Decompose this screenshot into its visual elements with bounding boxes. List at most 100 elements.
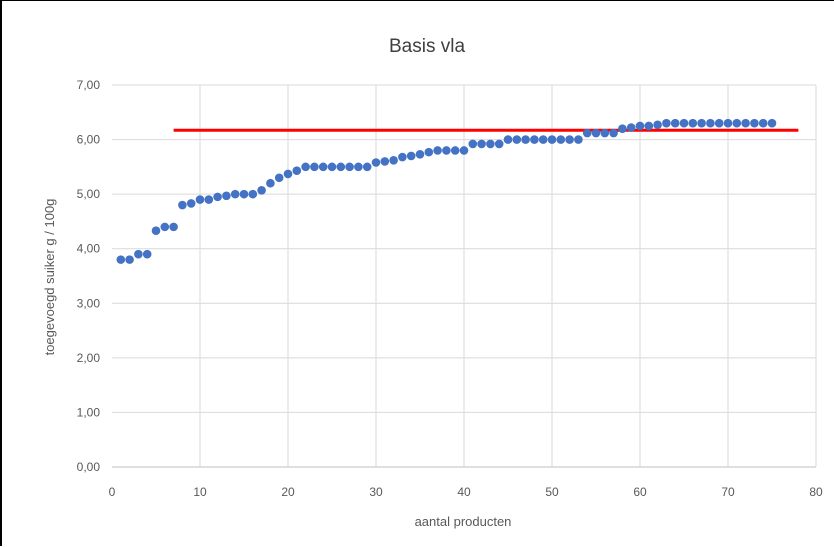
data-point bbox=[345, 162, 354, 172]
x-tick-label: 10 bbox=[193, 485, 207, 499]
data-point bbox=[741, 118, 750, 128]
data-point bbox=[186, 199, 196, 208]
data-point bbox=[750, 118, 759, 128]
data-points bbox=[116, 118, 777, 264]
data-point bbox=[195, 195, 205, 204]
data-point bbox=[670, 118, 680, 128]
data-point bbox=[732, 118, 742, 128]
data-point bbox=[415, 150, 425, 159]
data-point bbox=[248, 189, 258, 199]
data-point bbox=[442, 146, 451, 155]
data-point bbox=[371, 158, 381, 167]
x-tick-label: 70 bbox=[721, 485, 735, 499]
data-point bbox=[318, 162, 328, 172]
data-point bbox=[530, 135, 539, 144]
data-point bbox=[327, 162, 337, 172]
y-tick-label: 5,00 bbox=[77, 187, 101, 201]
data-point bbox=[459, 146, 469, 155]
data-point bbox=[547, 135, 557, 144]
y-tick-label: 4,00 bbox=[77, 242, 101, 256]
data-point bbox=[301, 162, 310, 172]
data-point bbox=[230, 189, 240, 199]
data-point bbox=[565, 135, 574, 144]
data-point bbox=[134, 249, 143, 259]
data-point bbox=[274, 173, 284, 183]
y-tick-label: 0,00 bbox=[77, 460, 101, 474]
data-point bbox=[151, 226, 161, 236]
data-point bbox=[450, 146, 460, 155]
data-point bbox=[582, 128, 592, 138]
data-point bbox=[310, 162, 319, 172]
data-point bbox=[714, 118, 724, 128]
data-point bbox=[292, 166, 302, 175]
data-point bbox=[380, 157, 390, 166]
chart-title: Basis vla bbox=[389, 36, 465, 57]
y-tick-label: 3,00 bbox=[77, 296, 101, 310]
data-point bbox=[424, 147, 434, 157]
data-point bbox=[767, 118, 777, 128]
data-point bbox=[591, 128, 601, 138]
x-tick-label: 40 bbox=[457, 485, 471, 499]
x-tick-label: 30 bbox=[369, 485, 383, 499]
gridlines bbox=[112, 84, 817, 468]
data-point bbox=[626, 123, 636, 132]
data-point bbox=[494, 139, 504, 149]
data-point bbox=[266, 178, 275, 188]
data-point bbox=[160, 222, 170, 232]
data-point bbox=[758, 118, 768, 128]
y-tick-label: 1,00 bbox=[77, 405, 101, 419]
x-tick-label: 80 bbox=[809, 485, 823, 499]
data-point bbox=[336, 162, 346, 172]
y-tick-label: 7,00 bbox=[77, 78, 101, 92]
data-point bbox=[644, 121, 654, 131]
data-point bbox=[538, 135, 548, 144]
data-point bbox=[125, 255, 134, 264]
data-point bbox=[213, 192, 222, 202]
data-point bbox=[723, 118, 733, 128]
data-point bbox=[609, 128, 618, 138]
data-point bbox=[222, 191, 231, 201]
data-point bbox=[635, 121, 645, 131]
data-point bbox=[662, 118, 671, 128]
data-point bbox=[406, 151, 416, 161]
data-point bbox=[556, 135, 566, 144]
data-point bbox=[239, 189, 249, 199]
x-tick-label: 20 bbox=[281, 485, 295, 499]
data-point bbox=[433, 146, 442, 155]
data-point bbox=[512, 135, 522, 144]
data-point bbox=[283, 169, 293, 179]
data-point bbox=[574, 135, 583, 144]
data-point bbox=[169, 222, 178, 232]
x-axis-tick-labels: 0 10 20 30 40 50 60 70 80 bbox=[109, 485, 823, 499]
x-tick-label: 0 bbox=[109, 485, 116, 499]
data-point bbox=[142, 249, 152, 259]
x-tick-label: 50 bbox=[545, 485, 559, 499]
data-point bbox=[362, 162, 372, 172]
x-axis-title: aantal producten bbox=[415, 514, 512, 529]
data-point bbox=[398, 152, 407, 162]
y-tick-label: 6,00 bbox=[77, 133, 101, 147]
data-point bbox=[697, 118, 706, 128]
data-point bbox=[618, 124, 627, 133]
data-point bbox=[688, 118, 698, 128]
data-point bbox=[486, 139, 495, 149]
data-point bbox=[389, 156, 398, 165]
data-point bbox=[468, 139, 478, 149]
data-point bbox=[204, 195, 214, 204]
x-tick-label: 60 bbox=[633, 485, 647, 499]
data-point bbox=[600, 128, 610, 138]
data-point bbox=[477, 139, 486, 149]
y-tick-label: 2,00 bbox=[77, 351, 101, 365]
data-point bbox=[653, 120, 662, 130]
data-point bbox=[178, 200, 187, 210]
y-axis-title: toegevoegd suiker g / 100g bbox=[42, 199, 57, 356]
data-point bbox=[706, 118, 715, 128]
data-point bbox=[521, 135, 530, 144]
data-point bbox=[354, 162, 363, 172]
data-point bbox=[116, 255, 126, 264]
y-axis-tick-labels: 0,00 1,00 2,00 3,00 4,00 5,00 6,00 7,00 bbox=[77, 78, 101, 474]
data-point bbox=[257, 186, 266, 195]
data-point bbox=[503, 135, 513, 144]
